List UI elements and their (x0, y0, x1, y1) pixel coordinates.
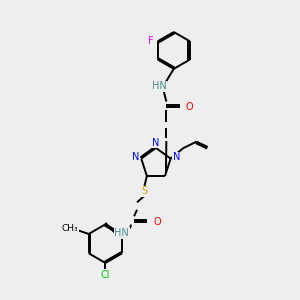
Text: N: N (152, 138, 160, 148)
Text: HN: HN (114, 228, 129, 238)
Text: S: S (141, 186, 148, 196)
Text: O: O (186, 102, 193, 112)
Text: O: O (154, 217, 161, 227)
Text: CH₃: CH₃ (62, 224, 79, 233)
Text: N: N (173, 152, 180, 162)
Text: N: N (132, 152, 139, 162)
Text: Cl: Cl (101, 270, 110, 280)
Text: HN: HN (152, 81, 166, 91)
Text: F: F (148, 36, 154, 46)
